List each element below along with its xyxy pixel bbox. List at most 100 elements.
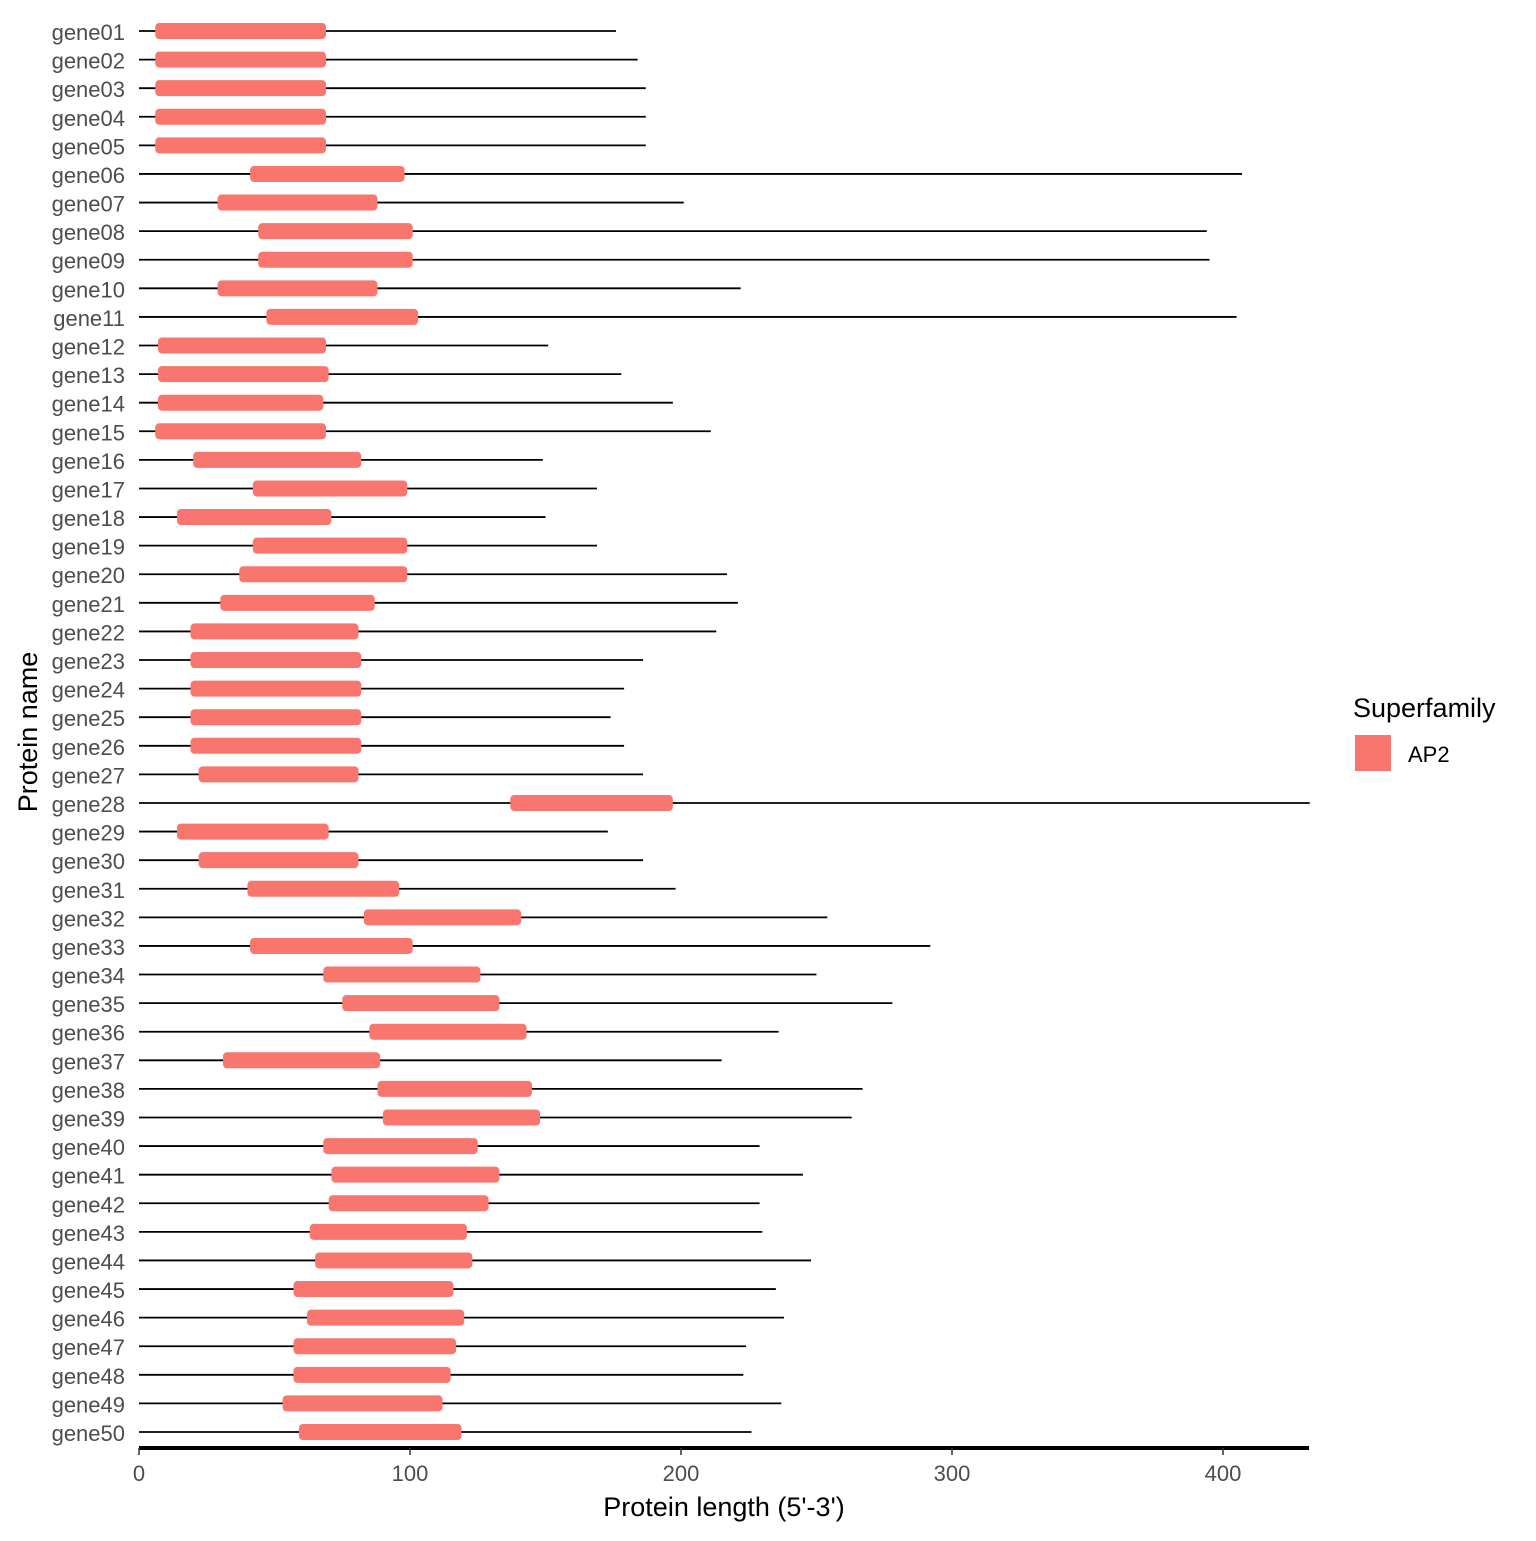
protein-row: gene07	[52, 192, 684, 217]
y-tick-label: gene12	[52, 335, 125, 360]
protein-row: gene36	[52, 1021, 779, 1046]
protein-row: gene32	[52, 906, 828, 931]
ap2-domain-bar	[155, 80, 326, 97]
y-tick-label: gene13	[52, 363, 125, 388]
y-tick-label: gene08	[52, 220, 125, 245]
ap2-domain-bar	[323, 1138, 478, 1155]
protein-row: gene31	[52, 878, 676, 903]
ap2-domain-bar	[309, 1223, 467, 1240]
y-tick-label: gene46	[52, 1307, 125, 1332]
ap2-domain-bar	[323, 966, 481, 983]
ap2-domain-bar	[217, 194, 378, 211]
x-tick-label: 0	[133, 1461, 145, 1486]
ap2-domain-bar	[190, 737, 362, 754]
ap2-domain-bar	[293, 1366, 451, 1383]
ap2-domain-bar	[190, 709, 362, 726]
y-tick-label: gene21	[52, 592, 125, 617]
ap2-domain-bar	[217, 280, 378, 297]
protein-row: gene22	[52, 620, 717, 645]
y-tick-label: gene10	[52, 277, 125, 302]
y-tick-label: gene25	[52, 706, 125, 731]
y-tick-label: gene41	[52, 1164, 125, 1189]
y-tick-label: gene22	[52, 620, 125, 645]
protein-row: gene12	[52, 335, 549, 360]
protein-row: gene46	[52, 1307, 784, 1332]
protein-row: gene44	[52, 1249, 812, 1274]
protein-row: gene06	[52, 163, 1242, 188]
ap2-domain-bar	[247, 880, 400, 897]
ap2-domain-bar	[157, 366, 329, 383]
ap2-domain-bar	[220, 594, 375, 611]
ap2-domain-bar	[510, 794, 673, 811]
ap2-domain-bar	[155, 51, 326, 68]
ap2-domain-bar	[155, 423, 326, 440]
ap2-domain-bar	[252, 537, 408, 554]
y-tick-label: gene45	[52, 1278, 125, 1303]
ap2-domain-bar	[176, 823, 329, 840]
ap2-domain-bar	[193, 451, 362, 468]
x-tick-label: 100	[392, 1461, 429, 1486]
ap2-domain-bar	[155, 108, 326, 125]
protein-row: gene20	[52, 563, 728, 588]
protein-row: gene03	[52, 77, 646, 102]
y-axis-label: Protein name	[13, 652, 43, 813]
ap2-domain-bar	[258, 251, 413, 268]
ap2-domain-bar	[266, 308, 419, 325]
protein-row: gene01	[52, 20, 616, 45]
protein-row: gene27	[52, 763, 644, 788]
y-tick-label: gene17	[52, 477, 125, 502]
protein-row: gene29	[52, 821, 608, 846]
protein-row: gene19	[52, 535, 597, 560]
ap2-domain-bar	[157, 394, 324, 411]
ap2-domain-bar	[198, 852, 359, 869]
protein-row: gene18	[52, 506, 546, 531]
y-tick-label: gene44	[52, 1249, 125, 1274]
protein-row: gene50	[52, 1421, 752, 1446]
y-tick-label: gene02	[52, 49, 125, 74]
ap2-domain-bar	[363, 909, 522, 926]
protein-row: gene34	[52, 964, 817, 989]
protein-row: gene25	[52, 706, 611, 731]
ap2-domain-bar	[258, 223, 413, 240]
ap2-domain-bar	[250, 937, 413, 954]
y-tick-label: gene26	[52, 735, 125, 760]
ap2-domain-bar	[155, 23, 326, 39]
ap2-domain-bar	[190, 623, 359, 640]
y-tick-label: gene28	[52, 792, 125, 817]
y-tick-label: gene03	[52, 77, 125, 102]
y-tick-label: gene09	[52, 249, 125, 274]
protein-row: gene33	[52, 935, 931, 960]
y-tick-label: gene05	[52, 134, 125, 159]
protein-row: gene04	[52, 106, 646, 131]
y-tick-label: gene35	[52, 992, 125, 1017]
y-tick-label: gene43	[52, 1221, 125, 1246]
protein-row: gene09	[52, 249, 1210, 274]
protein-row: gene47	[52, 1335, 747, 1360]
protein-row: gene49	[52, 1392, 782, 1417]
protein-row: gene10	[52, 277, 741, 302]
ap2-domain-bar	[342, 995, 500, 1012]
y-tick-label: gene32	[52, 906, 125, 931]
protein-row: gene37	[52, 1049, 722, 1074]
ap2-domain-bar	[250, 165, 405, 182]
y-tick-label: gene18	[52, 506, 125, 531]
y-tick-label: gene39	[52, 1106, 125, 1131]
protein-row: gene14	[52, 392, 673, 417]
protein-row: gene16	[52, 449, 543, 474]
protein-row: gene48	[52, 1364, 744, 1389]
legend-key-ap2	[1355, 735, 1391, 771]
ap2-domain-bar	[155, 137, 326, 154]
y-tick-label: gene33	[52, 935, 125, 960]
ap2-domain-bar	[293, 1281, 454, 1298]
legend-title: Superfamily	[1353, 693, 1496, 723]
y-tick-label: gene15	[52, 420, 125, 445]
protein-row: gene28	[52, 792, 1310, 817]
ap2-domain-bar	[239, 566, 408, 583]
y-tick-label: gene48	[52, 1364, 125, 1389]
y-tick-label: gene40	[52, 1135, 125, 1160]
legend-label-ap2: AP2	[1408, 742, 1450, 767]
y-tick-label: gene14	[52, 392, 125, 417]
x-tick-label: 200	[663, 1461, 700, 1486]
protein-row: gene43	[52, 1221, 763, 1246]
y-tick-label: gene30	[52, 849, 125, 874]
